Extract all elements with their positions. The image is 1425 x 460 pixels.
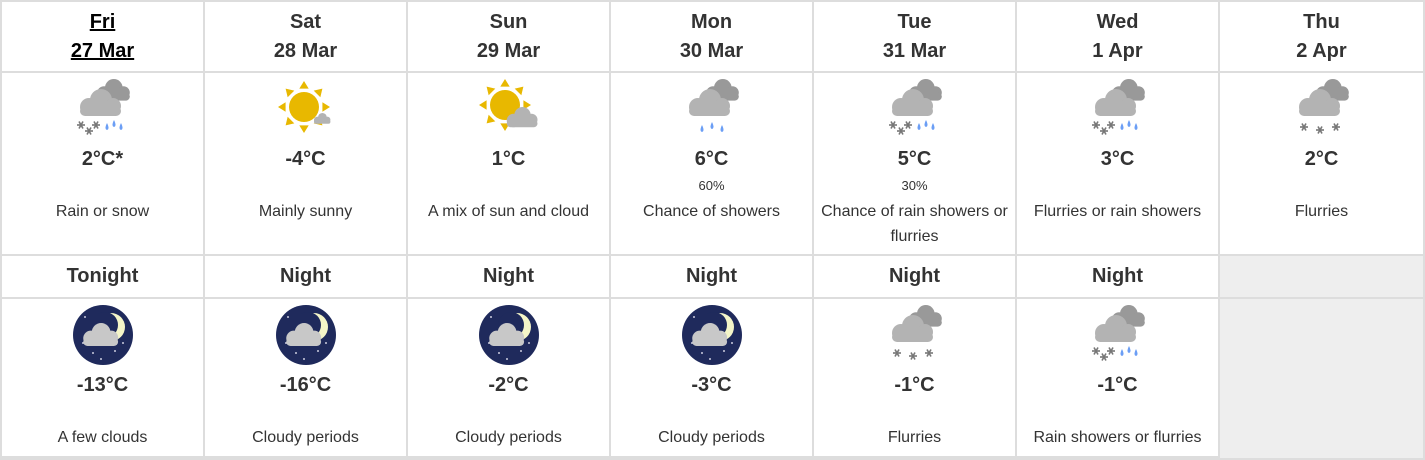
rain-snow-icon <box>76 79 130 135</box>
night-header: Night <box>205 256 408 299</box>
day-temperature: 5°C <box>897 148 932 170</box>
sun-small-cloud-icon <box>277 81 330 133</box>
day-temperature: 2°C <box>1304 148 1339 170</box>
day-forecast: 2°C Flurries <box>1220 73 1423 256</box>
day-date: 27 Mar <box>70 40 135 62</box>
night-header: Night <box>611 256 814 299</box>
day-forecast: 6°C 60% Chance of showers <box>611 73 814 256</box>
night-condition: Cloudy periods <box>658 429 765 446</box>
rain-snow-icon <box>888 79 942 135</box>
day-forecast: 3°C Flurries or rain showers <box>1017 73 1220 256</box>
night-forecast: -3°C Cloudy periods <box>611 299 814 458</box>
night-condition: A few clouds <box>57 429 148 446</box>
day-name: Thu <box>1303 11 1340 33</box>
night-clouds-icon <box>478 305 539 365</box>
day-forecast: 2°C* Rain or snow <box>2 73 205 256</box>
night-condition: Flurries <box>887 429 942 446</box>
day-forecast: 5°C 30% Chance of rain showers or flurries <box>814 73 1017 256</box>
day-condition: Flurries <box>1294 203 1349 220</box>
day-date: 28 Mar <box>273 40 338 62</box>
night-forecast: -1°C Rain showers or flurries <box>1017 299 1220 458</box>
day-header: Wed 1 Apr <box>1017 2 1220 73</box>
night-header: Night <box>814 256 1017 299</box>
night-condition: Cloudy periods <box>252 429 359 446</box>
rain-snow-icon <box>1091 305 1145 361</box>
day-condition: Flurries or rain showers <box>1033 203 1202 220</box>
day-temperature: 1°C <box>491 148 526 170</box>
night-temperature: -2°C <box>488 374 529 396</box>
day-name: Wed <box>1096 11 1139 33</box>
day-name: Sun <box>489 11 528 33</box>
day-date: 29 Mar <box>476 40 541 62</box>
day-name: Sat <box>289 11 322 33</box>
day-date: 30 Mar <box>679 40 744 62</box>
day-header: Sun 29 Mar <box>408 2 611 73</box>
night-temperature: -16°C <box>279 374 332 396</box>
day-date: 31 Mar <box>882 40 947 62</box>
day-header: Tue 31 Mar <box>814 2 1017 73</box>
day-temperature: -4°C <box>285 148 326 170</box>
day-condition: Rain or snow <box>55 203 150 220</box>
precip-probability: 60% <box>698 178 725 193</box>
night-header: Tonight <box>2 256 205 299</box>
day-condition: Chance of rain showers or flurries <box>821 203 1008 245</box>
day-header: Sat 28 Mar <box>205 2 408 73</box>
night-forecast: -1°C Flurries <box>814 299 1017 458</box>
day-temperature: 3°C <box>1100 148 1135 170</box>
flurries-icon <box>891 305 942 360</box>
day-forecast: 1°C A mix of sun and cloud <box>408 73 611 256</box>
night-temperature: -3°C <box>691 374 732 396</box>
day-name: Mon <box>690 11 733 33</box>
night-clouds-icon <box>275 305 336 365</box>
night-temperature: -1°C <box>894 374 935 396</box>
day-date: 2 Apr <box>1296 40 1347 62</box>
night-temperature: -13°C <box>76 374 129 396</box>
empty-cell <box>1220 299 1423 458</box>
day-temperature: 2°C* <box>81 148 124 170</box>
flurries-icon <box>1298 79 1349 134</box>
day-condition: Chance of showers <box>643 203 780 220</box>
day-name: Fri <box>89 11 116 33</box>
night-condition: Cloudy periods <box>455 429 562 446</box>
day-condition: A mix of sun and cloud <box>428 203 589 220</box>
day-date: 1 Apr <box>1092 40 1143 62</box>
night-forecast: -13°C A few clouds <box>2 299 205 458</box>
night-clouds-icon <box>72 305 133 365</box>
sun-cloud-icon <box>478 79 537 131</box>
night-forecast: -16°C Cloudy periods <box>205 299 408 458</box>
night-clouds-icon <box>681 305 742 365</box>
night-condition: Rain showers or flurries <box>1033 429 1202 446</box>
night-forecast: -2°C Cloudy periods <box>408 299 611 458</box>
day-name: Tue <box>897 11 932 33</box>
day-forecast: -4°C Mainly sunny <box>205 73 408 256</box>
precip-probability: 30% <box>901 178 928 193</box>
night-header: Night <box>1017 256 1220 299</box>
showers-icon <box>688 79 739 132</box>
day-header: Mon 30 Mar <box>611 2 814 73</box>
day-temperature: 6°C <box>694 148 729 170</box>
empty-cell <box>1220 256 1423 299</box>
night-temperature: -1°C <box>1097 374 1138 396</box>
day-header[interactable]: Fri 27 Mar <box>2 2 205 73</box>
night-header: Night <box>408 256 611 299</box>
rain-snow-icon <box>1091 79 1145 135</box>
day-header: Thu 2 Apr <box>1220 2 1423 73</box>
day-condition: Mainly sunny <box>258 203 353 220</box>
